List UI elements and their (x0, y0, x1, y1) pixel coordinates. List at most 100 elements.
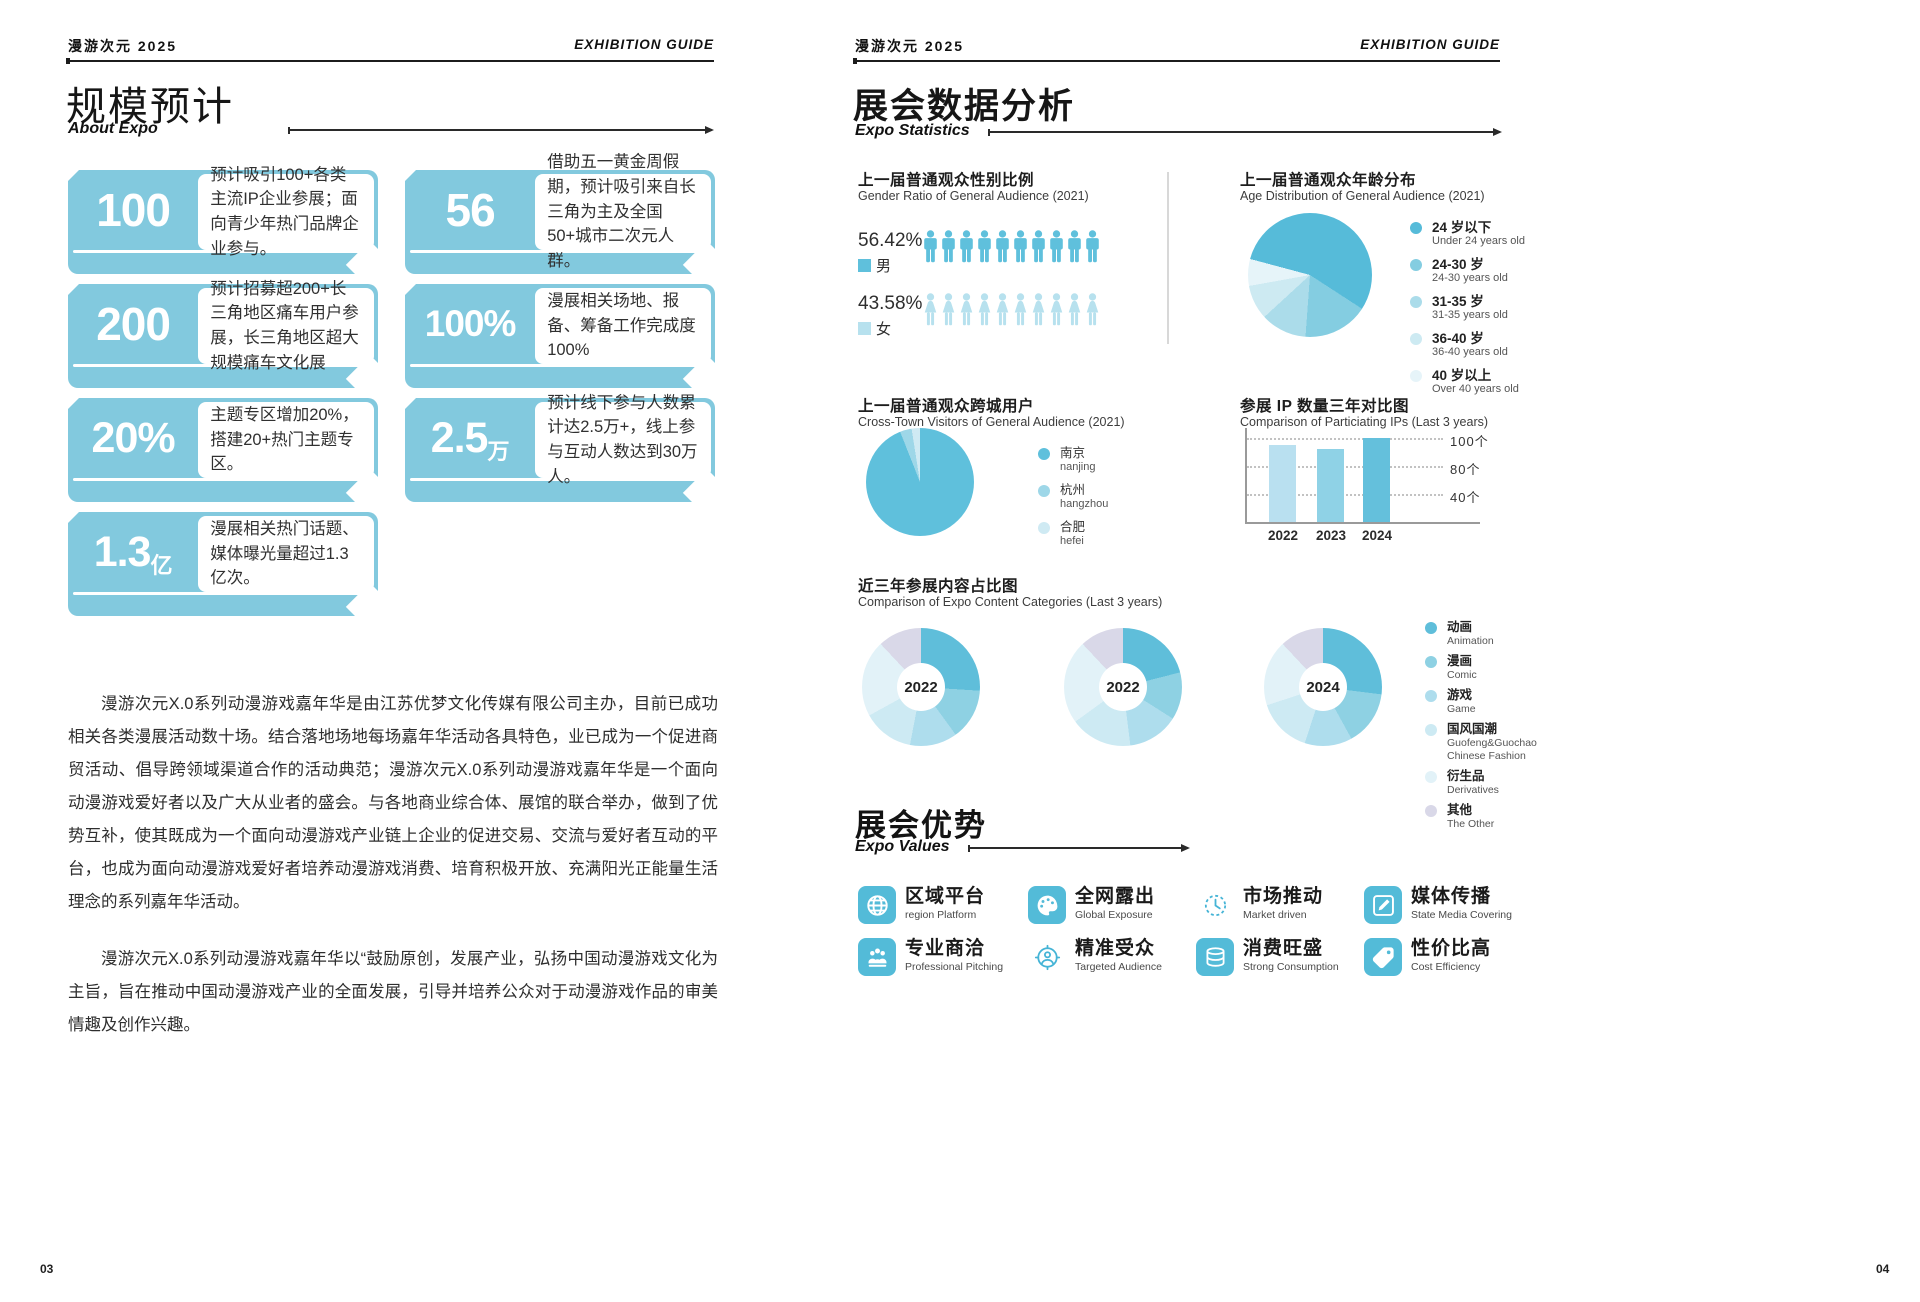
legend-dot (1425, 771, 1437, 783)
female-color-swatch (858, 322, 871, 335)
clock-icon (1196, 886, 1234, 924)
stat-value: 100% (424, 303, 517, 344)
meeting-icon (858, 938, 896, 976)
stat-description: 漫展相关场地、报备、筹备工作完成度100% (535, 288, 711, 364)
male-pictogram-row (922, 228, 1101, 266)
stat-card-25k: 2.5 万 预计线下参与人数累计达2.5万+，线上参与互动人数达到30万人。 (404, 394, 736, 522)
value-item-region-platform: 区域平台 region Platform (858, 886, 1023, 924)
legend-dot (1425, 805, 1437, 817)
value-item-targeted-audience: 精准受众 Targeted Audience (1028, 938, 1193, 976)
legend-item: 国风国潮 Guofeng&Guochao Chinese Fashion (1425, 722, 1537, 763)
gridline (1247, 438, 1443, 440)
stat-description: 预计吸引100+各类主流IP企业参展；面向青少年热门品牌企业参与。 (198, 166, 374, 258)
legend-dot (1038, 448, 1050, 460)
stat-card-100: 100 预计吸引100+各类主流IP企业参展；面向青少年热门品牌企业参与。 (67, 166, 399, 294)
stat-card-130m: 1.3 亿 漫展相关热门话题、媒体曝光量超过1.3亿次。 (67, 511, 399, 636)
crosstown-section-title: 上一届普通观众跨城用户 (858, 398, 1035, 415)
gridline-label: 40个 (1450, 490, 1481, 505)
stat-description: 主题专区增加20%，搭建20+热门主题专区。 (198, 402, 374, 478)
legend-item: 24-30 岁 24-30 years old (1410, 257, 1525, 285)
page-number-left: 03 (40, 1262, 54, 1276)
legend-dot (1425, 690, 1437, 702)
stat-card-20pct: 20% 主题专区增加20%，搭建20+热门主题专区。 (67, 397, 399, 522)
card-separator (73, 250, 373, 253)
categories-legend: 动画 Animation 漫画 Comic 游戏 Game 国风国潮 Guofeng&G… (1425, 620, 1537, 837)
bar-2023 (1317, 449, 1344, 522)
donut-label: 2022 (1099, 663, 1147, 711)
legend-item: 40 岁以上 Over 40 years old (1410, 368, 1525, 396)
year-label: 2024 (1361, 528, 1393, 543)
crosstown-legend: 南京 nanjing 杭州 hangzhou 合肥 hefei (1038, 446, 1108, 557)
header-rule (853, 58, 1500, 64)
section-divider (1167, 172, 1169, 344)
legend-dot (1038, 522, 1050, 534)
brand-title: 漫游次元 2025 (855, 38, 965, 54)
stat-value: 2.5 万 (430, 413, 510, 465)
age-section-subtitle: Age Distribution of General Audience (20… (1240, 189, 1485, 203)
legend-item: 合肥 hefei (1038, 520, 1108, 548)
male-color-swatch (858, 259, 871, 272)
stat-value: 56 (445, 184, 496, 236)
x-axis (1245, 522, 1480, 524)
page-title: 展会数据分析 (853, 87, 1076, 126)
value-item-media-covering: 媒体传播 State Media Covering (1364, 886, 1529, 924)
value-item-professional-pitching: 专业商洽 Professional Pitching (858, 938, 1023, 976)
categories-section-subtitle: Comparison of Expo Content Categories (L… (858, 595, 1163, 609)
legend-dot (1410, 259, 1422, 271)
y-axis (1245, 428, 1247, 522)
age-legend: 24 岁以下 Under 24 years old 24-30 岁 24-30 ye… (1410, 220, 1525, 405)
gridline-label: 80个 (1450, 462, 1481, 477)
values-arrow (968, 844, 1190, 852)
stat-value: 1.3 亿 (93, 527, 173, 579)
right-page-header: 漫游次元 2025 EXHIBITION GUIDE (853, 36, 1500, 66)
male-label: 男 (876, 258, 892, 275)
legend-item: 其他 The Other (1425, 803, 1527, 831)
values-title: 展会优势 (855, 808, 987, 843)
intro-paragraphs: 漫游次元X.0系列动漫游戏嘉年华是由江苏优梦文化传媒有限公司主办，目前已成功相关… (68, 688, 718, 1066)
globe-icon (858, 886, 896, 924)
legend-dot (1425, 622, 1437, 634)
page-number-right: 04 (1876, 1262, 1890, 1276)
donut-label: 2024 (1299, 663, 1347, 711)
female-label: 女 (876, 321, 892, 338)
legend-item: 31-35 岁 31-35 years old (1410, 294, 1525, 322)
paragraph: 漫游次元X.0系列动漫游戏嘉年华是由江苏优梦文化传媒有限公司主办，目前已成功相关… (68, 695, 718, 911)
brand-title: 漫游次元 2025 (68, 38, 178, 54)
stat-description: 预计线下参与人数累计达2.5万+，线上参与互动人数达到30万人。 (535, 394, 711, 486)
age-section-title: 上一届普通观众年龄分布 (1240, 172, 1417, 189)
stat-value: 100 (96, 184, 171, 236)
donut-label: 2022 (897, 663, 945, 711)
stat-card-100pct: 100% 漫展相关场地、报备、筹备工作完成度100% (404, 283, 736, 408)
left-page-header: 漫游次元 2025 EXHIBITION GUIDE (66, 36, 714, 66)
palette-icon (1028, 886, 1066, 924)
year-label: 2022 (1267, 528, 1299, 543)
ip-section-title: 参展 IP 数量三年对比图 (1240, 398, 1409, 415)
legend-item: 杭州 hangzhou (1038, 483, 1108, 511)
age-pie-chart (1248, 213, 1372, 337)
page-subtitle: Expo Statistics (855, 122, 970, 139)
value-item-market-driven: 市场推动 Market driven (1196, 886, 1361, 924)
target-audience-icon (1028, 938, 1066, 976)
card-fold (67, 169, 80, 182)
stat-card-200: 200 预计招募超200+长三角地区痛车用户参展，长三角地区超大规模痛车文化展 (67, 280, 399, 408)
tag-icon (1364, 938, 1402, 976)
crosstown-pie-chart (866, 428, 974, 536)
legend-dot (1410, 222, 1422, 234)
pencil-icon (1364, 886, 1402, 924)
exhibition-guide-label: EXHIBITION GUIDE (1360, 37, 1500, 52)
legend-dot (1425, 656, 1437, 668)
value-item-global-exposure: 全网露出 Global Exposure (1028, 886, 1193, 924)
value-item-strong-consumption: 消费旺盛 Strong Consumption (1196, 938, 1361, 976)
categories-donut-2022a: 2022 (862, 628, 980, 746)
gridline (1247, 466, 1443, 468)
bar-2024 (1363, 438, 1390, 522)
exhibition-guide-label: EXHIBITION GUIDE (574, 37, 714, 52)
legend-item: 衍生品 Derivatives (1425, 769, 1527, 797)
crosstown-section-subtitle: Cross-Town Visitors of General Audience … (858, 415, 1125, 429)
male-percentage: 56.42% (858, 230, 923, 251)
page-title: 规模预计 (66, 85, 234, 129)
stat-card-56: 56 借助五一黄金周假期，预计吸引来自长三角为主及全国50+城市二次元人群。 (404, 153, 736, 294)
female-pictogram-row (922, 291, 1101, 329)
male-key: 男 (858, 255, 891, 276)
legend-dot (1038, 485, 1050, 497)
